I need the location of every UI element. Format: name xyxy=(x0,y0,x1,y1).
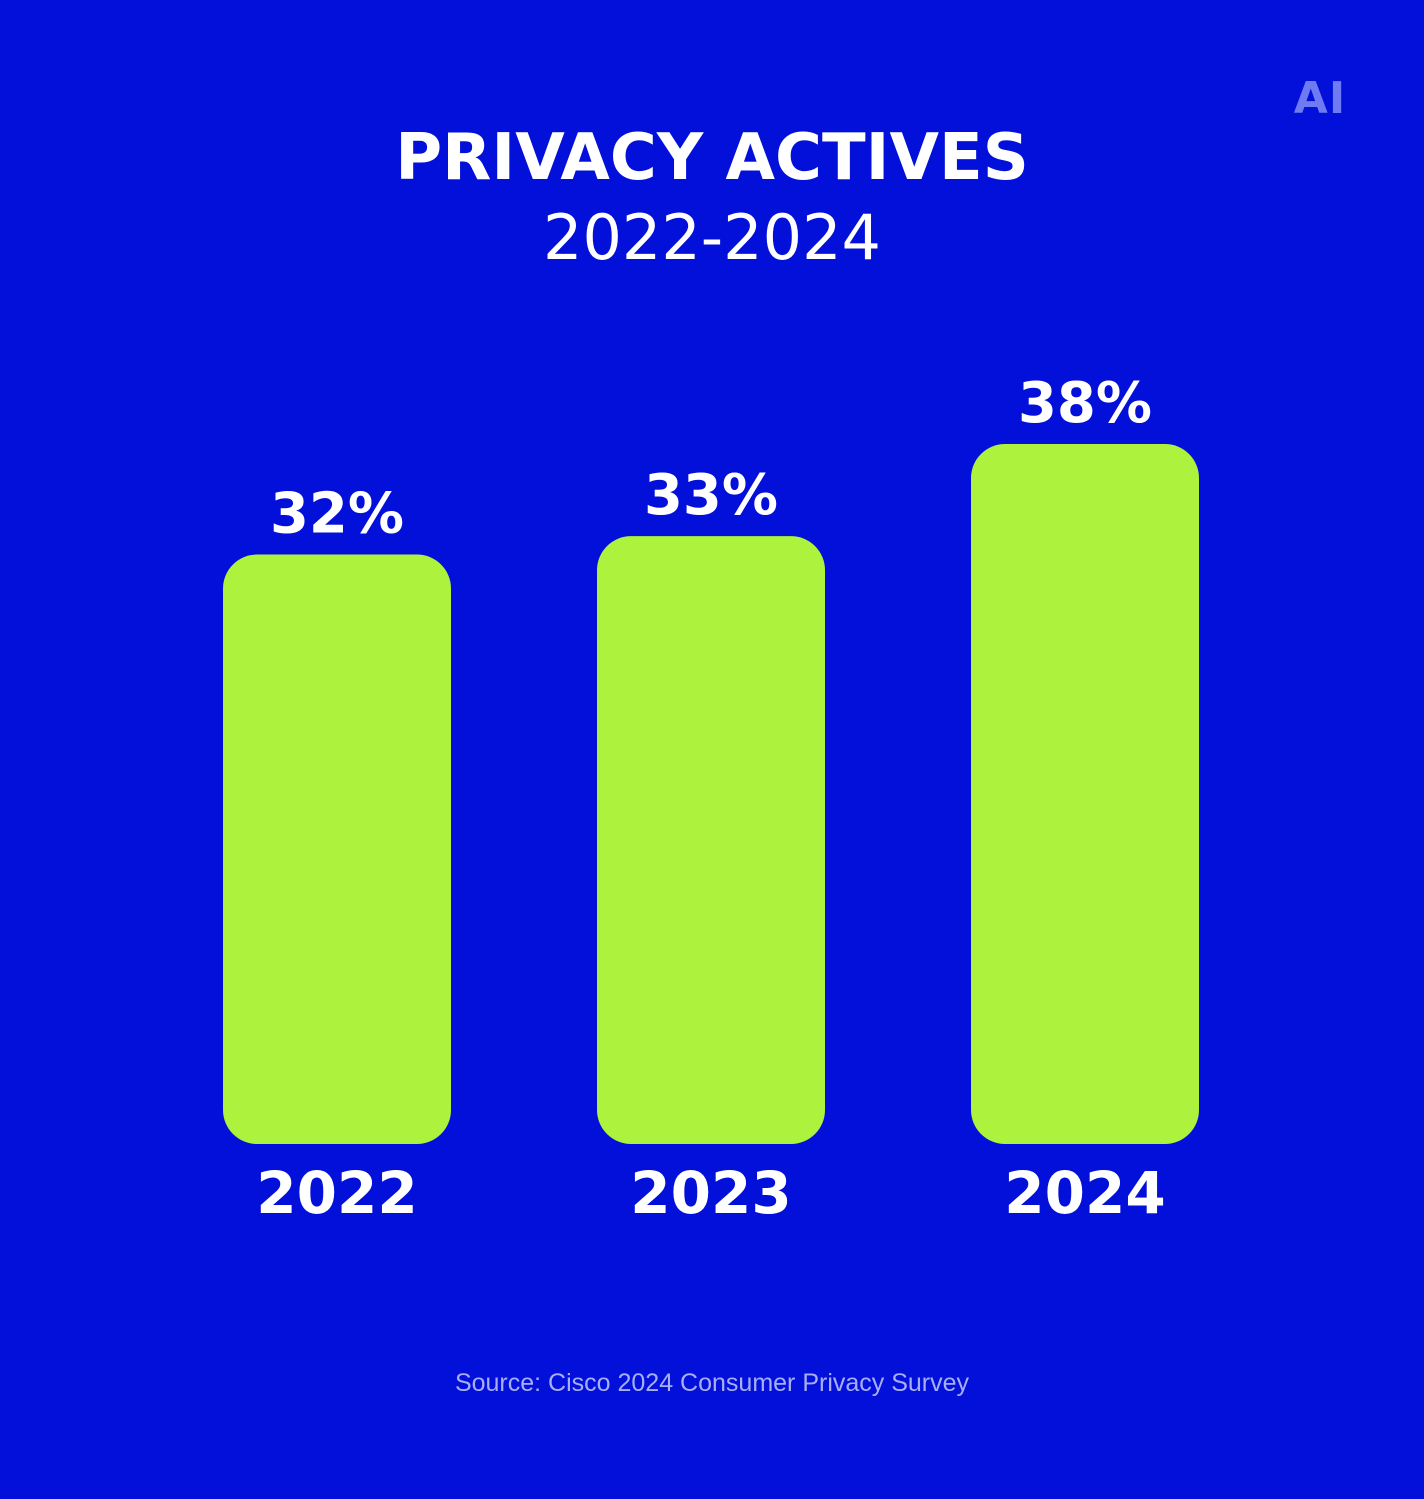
bar-2022 xyxy=(223,554,451,1144)
source-note: Source: Cisco 2024 Consumer Privacy Surv… xyxy=(454,1369,970,1397)
category-label-2023: 2023 xyxy=(630,1159,791,1227)
value-label-2024: 38% xyxy=(1018,371,1152,436)
brand-logo: AI xyxy=(1293,73,1347,124)
category-label-2022: 2022 xyxy=(256,1159,417,1227)
value-label-2023: 33% xyxy=(644,463,778,528)
chart-subtitle: 2022-2024 xyxy=(543,201,881,274)
value-label-2022: 32% xyxy=(270,482,404,547)
bar-2024 xyxy=(971,444,1199,1144)
bar-2023 xyxy=(597,536,825,1144)
category-label-2024: 2024 xyxy=(1004,1159,1165,1227)
chart-title: PRIVACY ACTIVES xyxy=(395,121,1029,195)
